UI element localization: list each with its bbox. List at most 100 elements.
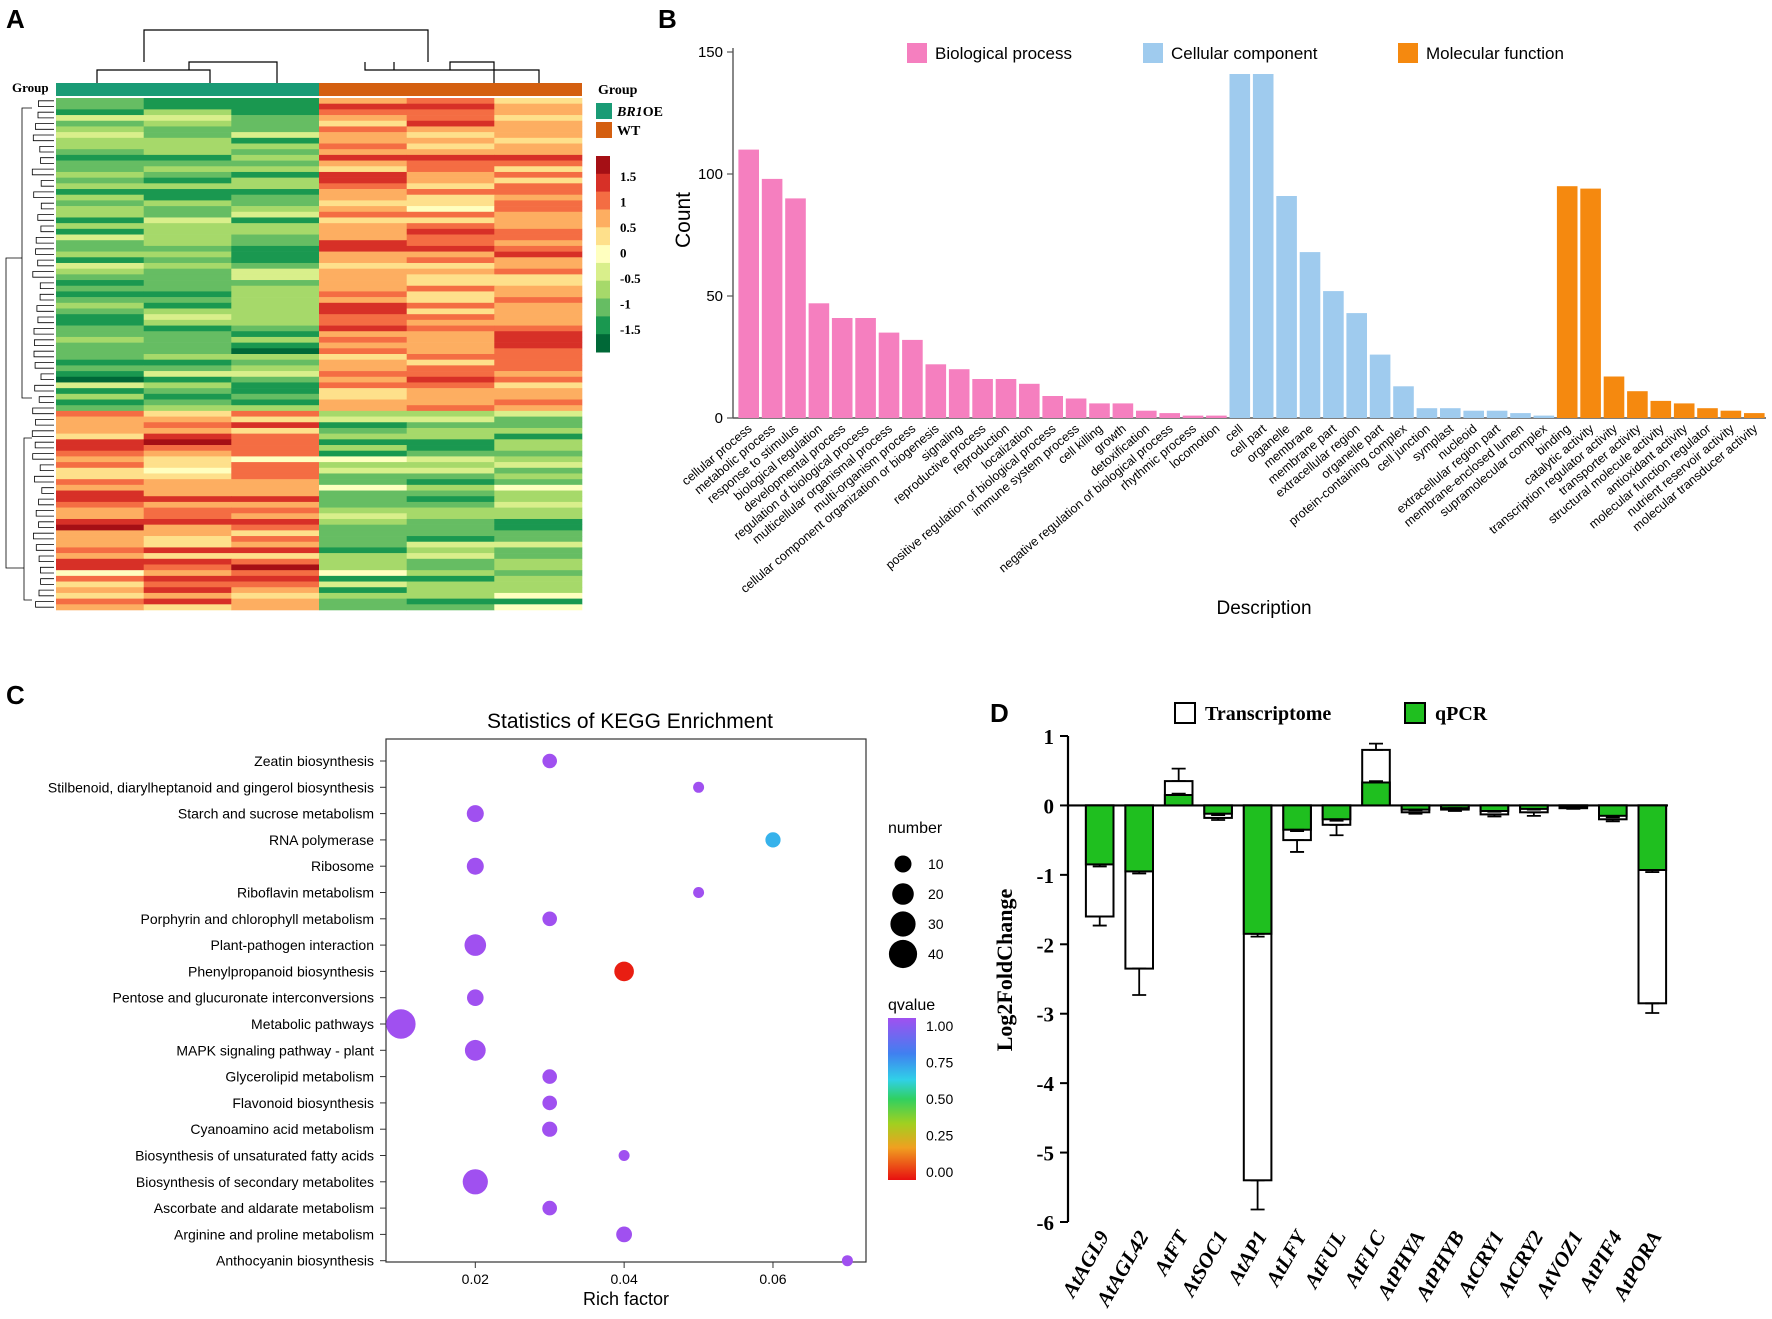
go-bar xyxy=(925,364,947,418)
kegg-point xyxy=(542,911,557,927)
heatmap-cell xyxy=(494,598,583,605)
heatmap-cell xyxy=(143,382,232,389)
kegg-pathway-label: Glycerolipid metabolism xyxy=(225,1069,374,1085)
heatmap-cell xyxy=(231,251,320,258)
heatmap-cell xyxy=(406,365,495,372)
heatmap-cell xyxy=(231,291,320,298)
heatmap-cell xyxy=(494,171,583,178)
legend-label-qpcr: qPCR xyxy=(1435,703,1488,725)
heatmap-cell xyxy=(494,223,583,230)
heatmap-cell xyxy=(56,507,144,514)
go-bar xyxy=(1650,400,1672,418)
heatmap-cell xyxy=(406,587,495,594)
heatmap-cell xyxy=(494,416,583,423)
kegg-x-tick-label: 0.02 xyxy=(462,1271,489,1287)
heatmap-cell xyxy=(406,342,495,349)
heatmap-cell xyxy=(56,280,144,287)
heatmap-cell xyxy=(494,189,583,196)
heatmap-cell xyxy=(319,547,407,554)
legend-swatch-qpcr xyxy=(1404,702,1426,724)
heatmap-cell xyxy=(494,211,583,218)
go-bar xyxy=(1533,415,1555,418)
kegg-point xyxy=(462,1169,488,1195)
heatmap-cell xyxy=(319,217,407,224)
heatmap-cell xyxy=(143,410,232,417)
heatmap-cell xyxy=(56,376,144,383)
heatmap-cell xyxy=(56,410,144,417)
heatmap-cell xyxy=(494,183,583,190)
heatmap-cell xyxy=(56,126,144,133)
heatmap-cell xyxy=(56,314,144,321)
heatmap-cell xyxy=(143,507,232,514)
heatmap-cell xyxy=(143,427,232,434)
heatmap-cell xyxy=(231,206,320,213)
heatmap-cell xyxy=(319,183,407,190)
heatmap-cell xyxy=(143,354,232,360)
kegg-points xyxy=(386,753,853,1267)
scale-swatch xyxy=(596,191,610,210)
heatmap-cell xyxy=(231,166,320,173)
heatmap-cell xyxy=(406,439,495,446)
group-row-label: Group xyxy=(12,80,49,95)
kegg-point xyxy=(693,887,705,898)
heatmap-cell xyxy=(494,262,583,269)
heatmap-cell xyxy=(494,507,583,514)
heatmap-cell xyxy=(494,564,583,571)
heatmap-cell xyxy=(406,513,495,520)
go-bar xyxy=(1393,386,1414,418)
heatmap-cell xyxy=(143,365,232,372)
heatmap-cell xyxy=(56,206,144,213)
heatmap-cell xyxy=(319,240,407,247)
heatmap-cell xyxy=(56,427,144,434)
heatmap-cell xyxy=(494,154,583,161)
heatmap-cell xyxy=(231,376,320,383)
heatmap-cell xyxy=(319,126,407,133)
heatmap-cell xyxy=(494,365,583,372)
heatmap-cell xyxy=(56,331,144,338)
heatmap-cell xyxy=(231,285,320,292)
heatmap-cell xyxy=(56,371,144,378)
heatmap-cell xyxy=(406,171,495,178)
qvalue-tick-label: 0.00 xyxy=(926,1164,953,1180)
go-bar xyxy=(1486,410,1508,418)
heatmap-cell xyxy=(143,285,232,292)
scale-swatch xyxy=(596,298,610,317)
heatmap-cell xyxy=(143,518,232,525)
heatmap-cell xyxy=(143,479,232,486)
heatmap-cell xyxy=(319,416,407,423)
heatmap-cell xyxy=(494,245,583,252)
transcriptome-error-bar xyxy=(1171,767,1186,783)
qpcr-error-bar xyxy=(1171,792,1186,796)
heatmap-cell xyxy=(231,547,320,554)
heatmap-cell xyxy=(56,587,144,594)
kegg-pathway-label: Pentose and glucuronate interconversions xyxy=(112,990,374,1006)
heatmap-cell xyxy=(406,371,495,378)
row-dendrogram xyxy=(5,100,54,608)
heatmap-cell xyxy=(56,109,144,116)
heatmap-cell xyxy=(231,189,320,196)
heatmap-cell xyxy=(406,592,495,599)
go-bar xyxy=(1556,186,1578,418)
heatmap-cell xyxy=(231,245,320,252)
legend-swatch-bp xyxy=(907,43,927,63)
heatmap-cell xyxy=(231,257,320,264)
size-legend-title: number xyxy=(888,820,943,837)
heatmap-cell xyxy=(56,553,144,560)
heatmap-cell xyxy=(143,211,232,218)
heatmap-cell xyxy=(56,558,144,565)
heatmap-cell xyxy=(231,228,320,235)
heatmap-cell xyxy=(494,302,583,309)
heatmap-cell xyxy=(494,115,583,122)
heatmap-cell xyxy=(319,496,407,503)
heatmap-cell xyxy=(231,450,320,457)
heatmap-cell xyxy=(143,177,232,184)
transcriptome-error-bar xyxy=(1329,823,1344,837)
heatmap-cell xyxy=(319,206,407,213)
go-bars xyxy=(738,74,1765,418)
heatmap-cell xyxy=(406,297,495,304)
heatmap-cell xyxy=(56,382,144,389)
heatmap-cell xyxy=(406,581,495,588)
qpcr-bar xyxy=(1242,804,1273,935)
heatmap-cell xyxy=(56,416,144,423)
qpcr-bar-chart: Transcriptome qPCR 1 0 -1 -2 -3 -4 -5 -6 AtAGL9… xyxy=(992,702,1668,1312)
